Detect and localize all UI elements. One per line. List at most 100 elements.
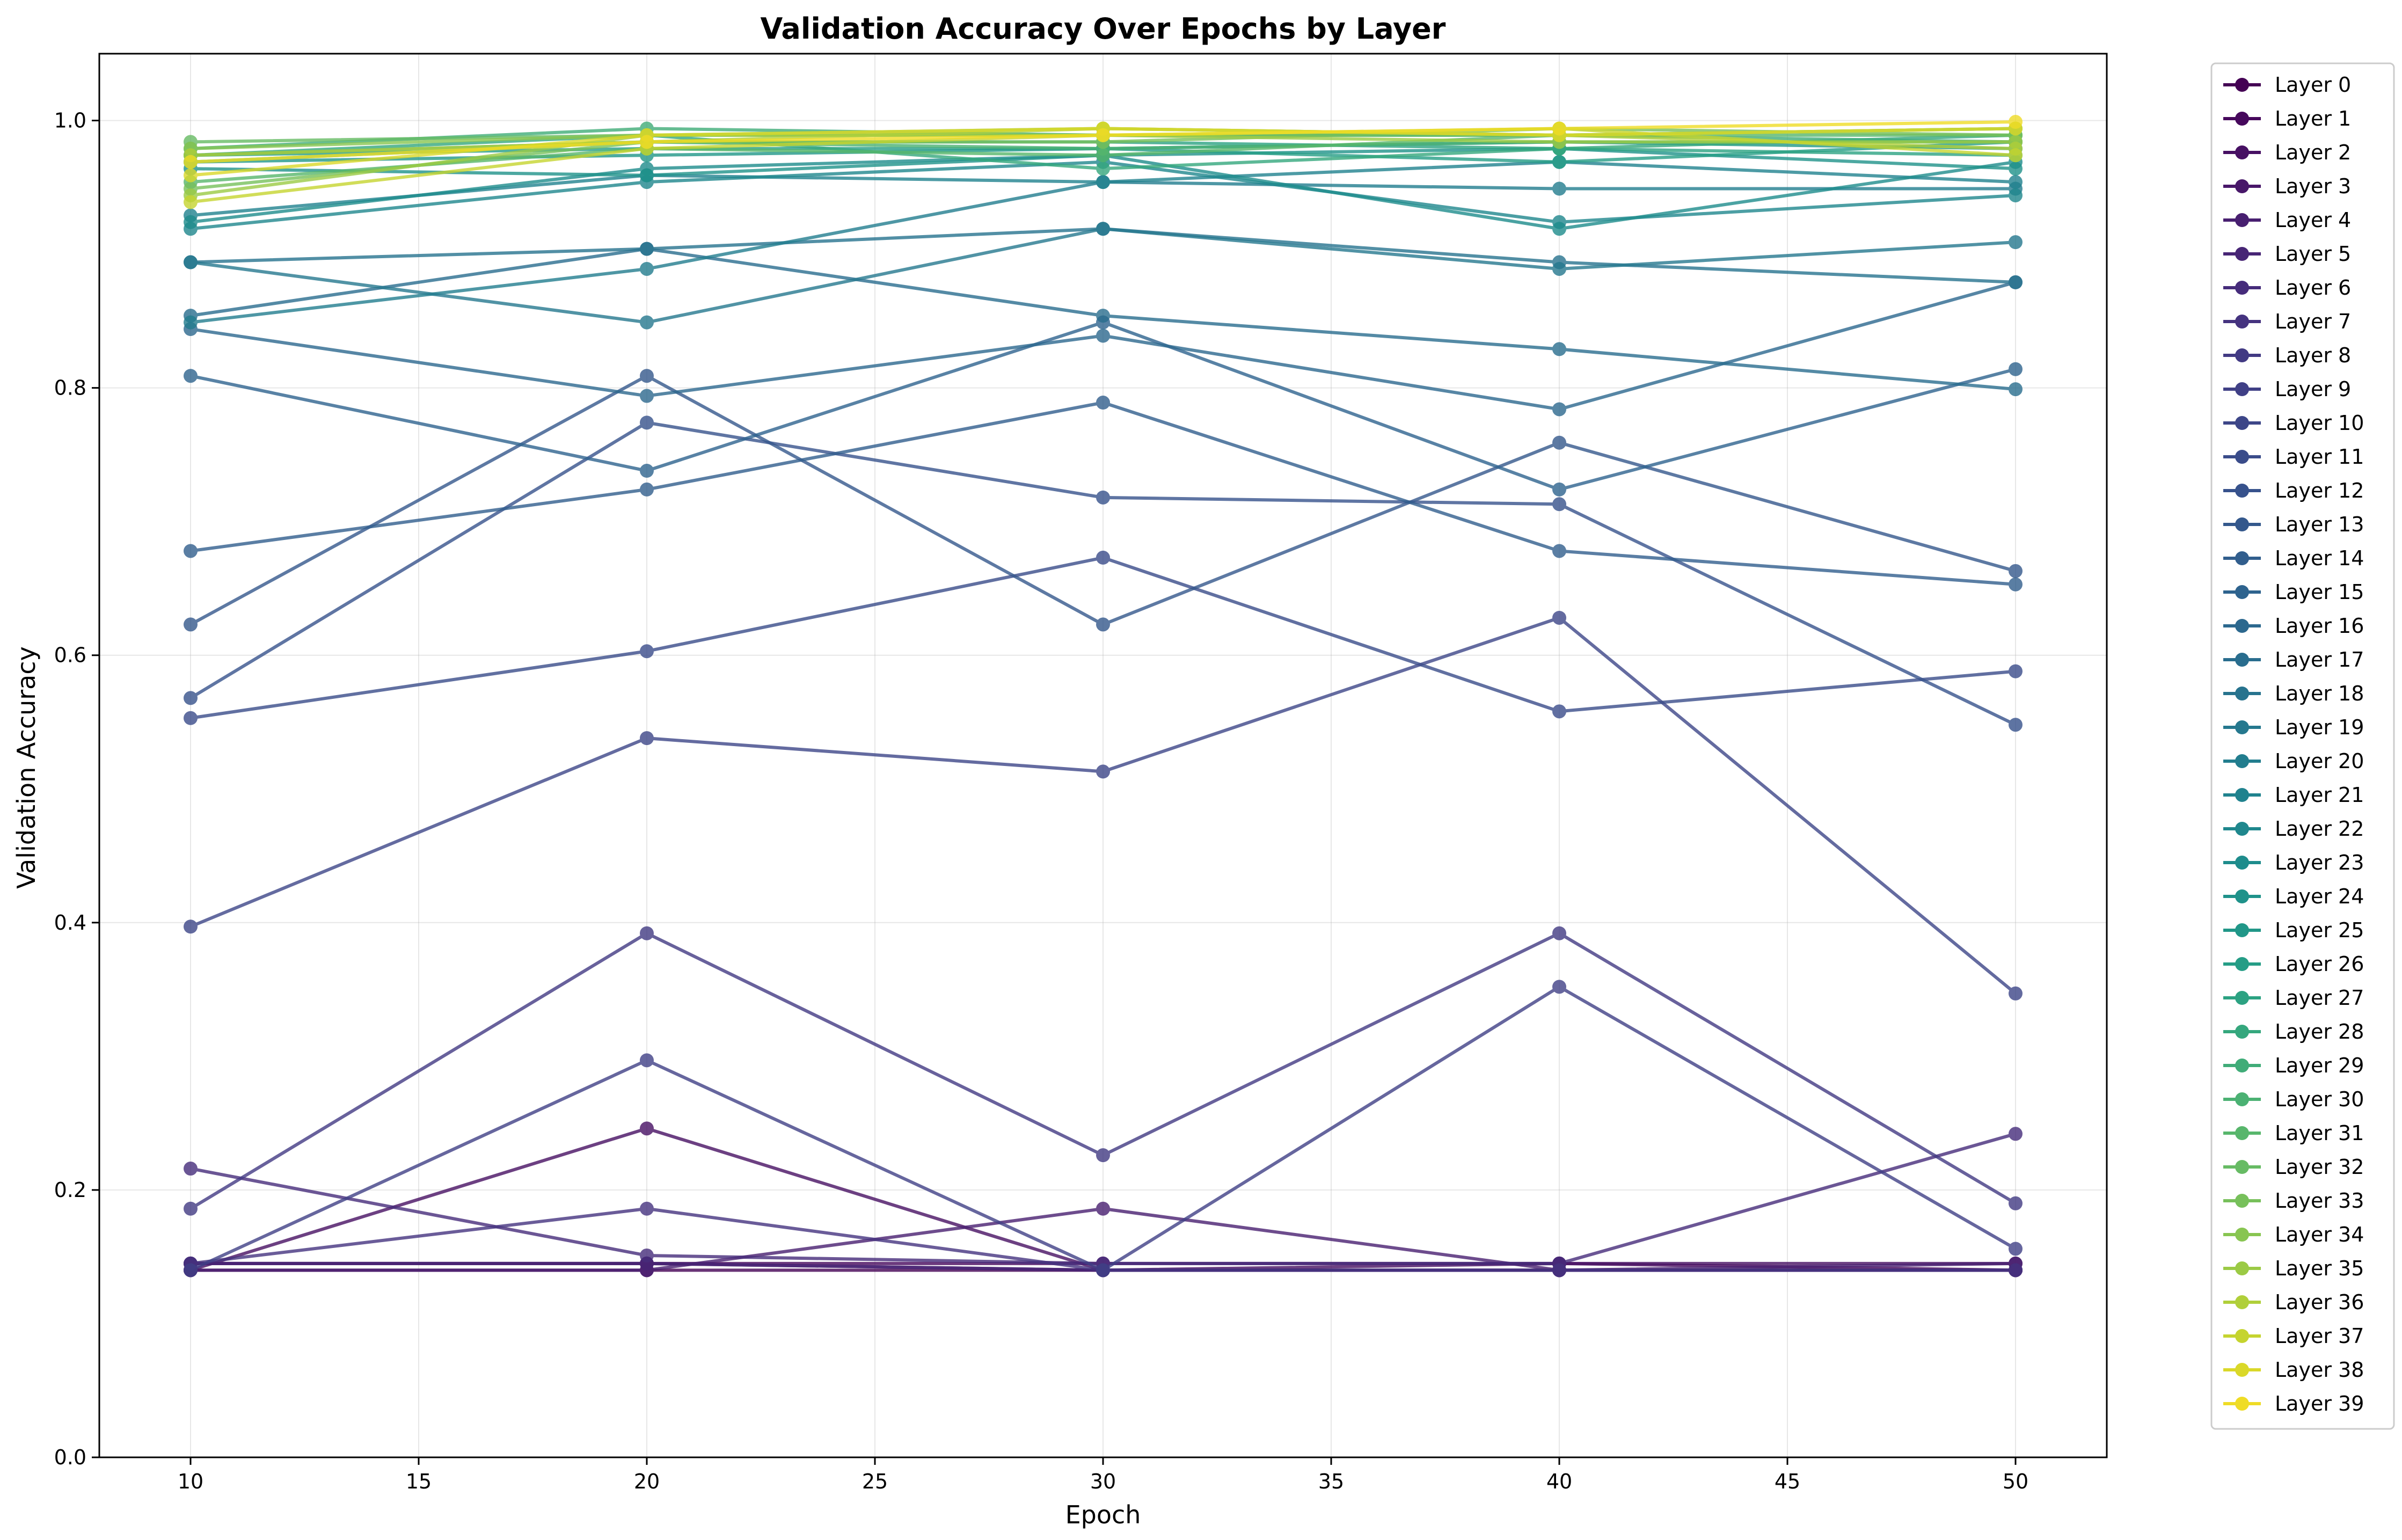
legend-marker — [2235, 382, 2249, 396]
data-point — [640, 926, 654, 940]
data-point — [1552, 544, 1566, 558]
legend-marker — [2235, 450, 2249, 464]
data-point — [640, 644, 654, 659]
data-point — [2009, 1196, 2023, 1210]
legend-label: Layer 2 — [2275, 141, 2351, 164]
data-point — [640, 168, 654, 183]
legend: Layer 0 Layer 1 Layer 2 Layer 3 Layer 4 Layer… — [2210, 62, 2395, 1430]
legend-entry: Layer 4 — [2223, 208, 2351, 232]
data-point — [1096, 148, 1110, 163]
data-point — [2009, 1242, 2023, 1256]
data-point — [184, 617, 198, 632]
legend-marker — [2235, 145, 2249, 159]
legend-box — [2210, 62, 2395, 1430]
y-axis-label: Validation Accuracy — [12, 646, 41, 889]
data-point — [1552, 482, 1566, 497]
data-point — [640, 1121, 654, 1136]
legend-label: Layer 20 — [2275, 749, 2364, 773]
legend-marker — [2235, 517, 2249, 531]
legend-entry: Layer 18 — [2223, 682, 2364, 705]
legend-marker — [2235, 1329, 2249, 1343]
data-point — [1096, 1148, 1110, 1163]
data-point — [1552, 497, 1566, 512]
x-tick-label: 15 — [406, 1470, 432, 1493]
legend-entry: Layer 33 — [2223, 1189, 2364, 1213]
data-point — [184, 544, 198, 558]
legend-label: Layer 17 — [2275, 648, 2364, 672]
legend-marker — [2235, 991, 2249, 1005]
legend-marker — [2235, 1295, 2249, 1309]
legend-label: Layer 7 — [2275, 310, 2351, 333]
data-point — [1096, 396, 1110, 410]
legend-label: Layer 28 — [2275, 1020, 2364, 1043]
series-layer-14 — [184, 396, 2023, 592]
data-point — [640, 1248, 654, 1262]
data-point — [640, 1201, 654, 1216]
y-tick-label: 0.4 — [54, 911, 86, 935]
data-point — [1552, 261, 1566, 276]
x-axis-label: Epoch — [1065, 1500, 1141, 1529]
legend-label: Layer 29 — [2275, 1054, 2364, 1077]
legend-marker — [2235, 1261, 2249, 1275]
legend-entry: Layer 20 — [2223, 749, 2364, 773]
legend-entry: Layer 13 — [2223, 513, 2364, 536]
legend-marker — [2235, 315, 2249, 329]
legend-label: Layer 14 — [2275, 546, 2364, 570]
legend-entry: Layer 36 — [2223, 1290, 2364, 1314]
data-point — [2009, 1263, 2023, 1278]
data-point — [1096, 1201, 1110, 1216]
legend-label: Layer 6 — [2275, 276, 2351, 300]
legend-marker — [2235, 1025, 2249, 1039]
legend-marker — [2235, 179, 2249, 193]
legend-entry: Layer 28 — [2223, 1020, 2364, 1043]
series-layer-8 — [184, 926, 2023, 1216]
legend-marker — [2235, 1059, 2249, 1072]
x-tick-label: 10 — [178, 1470, 203, 1493]
legend-label: Layer 1 — [2275, 107, 2351, 130]
data-point — [184, 168, 198, 183]
legend-marker — [2235, 1228, 2249, 1242]
legend-entry: Layer 2 — [2223, 141, 2351, 164]
data-point — [1096, 309, 1110, 323]
x-tick-label: 50 — [2003, 1470, 2028, 1493]
data-point — [184, 711, 198, 725]
data-point — [1096, 175, 1110, 189]
legend-marker — [2235, 653, 2249, 667]
data-point — [1552, 926, 1566, 940]
series-layer-12 — [184, 415, 2023, 732]
legend-entry: Layer 1 — [2223, 107, 2351, 130]
data-point — [2009, 188, 2023, 202]
legend-entry: Layer 27 — [2223, 986, 2364, 1010]
legend-marker — [2235, 1397, 2249, 1411]
legend-entry: Layer 17 — [2223, 648, 2364, 672]
legend-marker — [2235, 78, 2249, 92]
data-point — [1552, 181, 1566, 196]
legend-entry: Layer 35 — [2223, 1257, 2364, 1280]
legend-entry: Layer 5 — [2223, 242, 2351, 266]
legend-marker — [2235, 788, 2249, 802]
data-point — [184, 255, 198, 269]
legend-entry: Layer 9 — [2223, 377, 2351, 401]
legend-label: Layer 30 — [2275, 1088, 2364, 1111]
legend-entry: Layer 32 — [2223, 1155, 2364, 1179]
legend-entry: Layer 37 — [2223, 1324, 2364, 1348]
data-point — [1552, 121, 1566, 136]
data-point — [1096, 617, 1110, 632]
x-tick-label: 30 — [1090, 1470, 1116, 1493]
legend-marker — [2235, 551, 2249, 565]
data-point — [184, 215, 198, 229]
legend-label: Layer 3 — [2275, 174, 2351, 198]
legend-marker — [2235, 1363, 2249, 1377]
legend-marker — [2235, 416, 2249, 430]
data-point — [2009, 382, 2023, 397]
y-tick-label: 0.0 — [54, 1446, 86, 1469]
x-tick-label: 20 — [634, 1470, 660, 1493]
data-point — [640, 482, 654, 497]
data-point — [184, 691, 198, 705]
legend-entry: Layer 23 — [2223, 851, 2364, 874]
legend-marker — [2235, 856, 2249, 870]
data-point — [1552, 155, 1566, 169]
data-point — [1096, 490, 1110, 505]
data-point — [2009, 148, 2023, 163]
